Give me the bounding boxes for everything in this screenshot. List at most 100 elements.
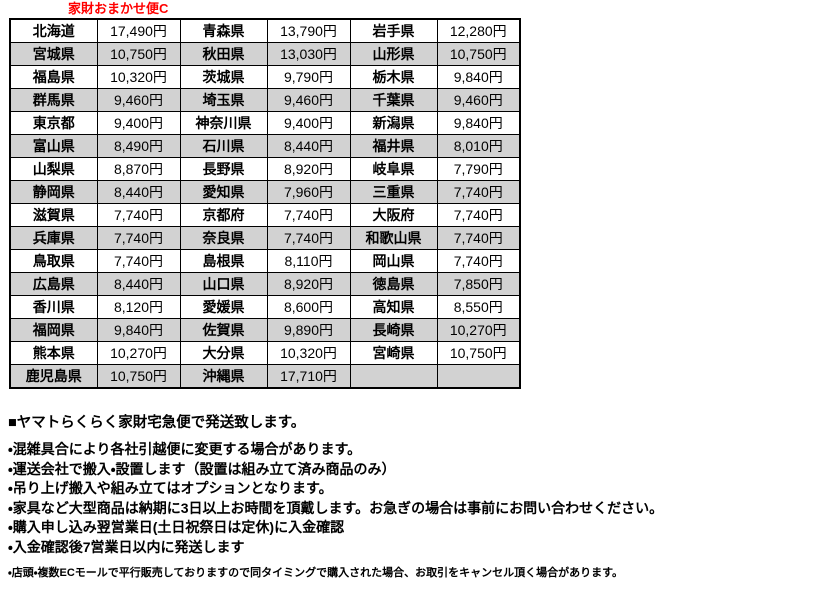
table-cell-prefecture: 東京都 bbox=[9, 111, 98, 135]
table-cell-price: 7,740円 bbox=[96, 203, 181, 227]
table-row: 熊本県 10,270円 大分県 10,320円 宮崎県 10,750円 bbox=[9, 341, 521, 365]
table-cell-prefecture: 大分県 bbox=[179, 341, 268, 365]
table-cell-empty bbox=[349, 364, 438, 389]
table-cell-prefecture: 島根県 bbox=[179, 249, 268, 273]
table-cell-price: 13,030円 bbox=[266, 42, 351, 66]
table-row: 北海道 17,490円 青森県 13,790円 岩手県 12,280円 bbox=[9, 18, 521, 43]
table-cell-price: 12,280円 bbox=[436, 18, 521, 43]
table-row: 広島県 8,440円 山口県 8,920円 徳島県 7,850円 bbox=[9, 272, 521, 296]
table-cell-prefecture: 山口県 bbox=[179, 272, 268, 296]
table-cell-prefecture: 愛知県 bbox=[179, 180, 268, 204]
table-cell-price: 7,740円 bbox=[436, 249, 521, 273]
table-cell-prefecture: 熊本県 bbox=[9, 341, 98, 365]
table-cell-price: 13,790円 bbox=[266, 18, 351, 43]
table-cell-price: 10,750円 bbox=[436, 341, 521, 365]
table-cell-prefecture: 佐賀県 bbox=[179, 318, 268, 342]
table-cell-prefecture: 大阪府 bbox=[349, 203, 438, 227]
table-cell-price: 7,740円 bbox=[96, 226, 181, 250]
table-cell-price: 17,710円 bbox=[266, 364, 351, 389]
table-cell-prefecture: 愛媛県 bbox=[179, 295, 268, 319]
table-cell-prefecture: 福岡県 bbox=[9, 318, 98, 342]
table-row: 宮城県 10,750円 秋田県 13,030円 山形県 10,750円 bbox=[9, 42, 521, 66]
table-cell-prefecture: 富山県 bbox=[9, 134, 98, 158]
table-cell-prefecture: 埼玉県 bbox=[179, 88, 268, 112]
rate-table-body: 北海道 17,490円 青森県 13,790円 岩手県 12,280円 宮城県 10,750円… bbox=[9, 18, 521, 389]
table-cell-prefecture: 高知県 bbox=[349, 295, 438, 319]
table-cell-prefecture: 群馬県 bbox=[9, 88, 98, 112]
table-row: 兵庫県 7,740円 奈良県 7,740円 和歌山県 7,740円 bbox=[9, 226, 521, 250]
table-cell-price: 8,600円 bbox=[266, 295, 351, 319]
table-cell-prefecture: 長野県 bbox=[179, 157, 268, 181]
table-cell-prefecture: 滋賀県 bbox=[9, 203, 98, 227]
table-cell-price: 7,740円 bbox=[266, 226, 351, 250]
table-cell-prefecture: 広島県 bbox=[9, 272, 98, 296]
table-cell-prefecture: 神奈川県 bbox=[179, 111, 268, 135]
notes-line: ・吊り上げ搬入や組み立てはオプションとなります。 bbox=[8, 480, 333, 496]
table-cell-prefecture: 宮城県 bbox=[9, 42, 98, 66]
table-cell-prefecture: 秋田県 bbox=[179, 42, 268, 66]
notes-line-list: ・混雑具合により各社引越便に変更する場合があります。・運送会社で搬入・設置します… bbox=[8, 440, 814, 557]
table-cell-prefecture: 岡山県 bbox=[349, 249, 438, 273]
table-cell-prefecture: 香川県 bbox=[9, 295, 98, 319]
table-cell-price: 10,320円 bbox=[96, 65, 181, 89]
table-cell-price: 9,840円 bbox=[436, 65, 521, 89]
table-row: 滋賀県 7,740円 京都府 7,740円 大阪府 7,740円 bbox=[9, 203, 521, 227]
table-cell-price: 8,440円 bbox=[96, 180, 181, 204]
table-row: 静岡県 8,440円 愛知県 7,960円 三重県 7,740円 bbox=[9, 180, 521, 204]
table-cell-price: 7,740円 bbox=[96, 249, 181, 273]
table-cell-prefecture: 福島県 bbox=[9, 65, 98, 89]
table-cell-price: 7,740円 bbox=[436, 226, 521, 250]
table-cell-price: 8,490円 bbox=[96, 134, 181, 158]
table-cell-price: 10,270円 bbox=[436, 318, 521, 342]
table-cell-price: 9,400円 bbox=[96, 111, 181, 135]
table-cell-prefecture: 千葉県 bbox=[349, 88, 438, 112]
table-cell-price: 10,320円 bbox=[266, 341, 351, 365]
table-cell-price: 8,440円 bbox=[266, 134, 351, 158]
table-cell-prefecture: 鹿児島県 bbox=[9, 364, 98, 389]
notes-fine-print: ・店頭・複数ECモールで平行販売しておりますので同タイミングで購入された場合、お… bbox=[8, 567, 623, 579]
table-row: 鳥取県 7,740円 島根県 8,110円 岡山県 7,740円 bbox=[9, 249, 521, 273]
table-cell-price: 10,270円 bbox=[96, 341, 181, 365]
table-cell-prefecture: 奈良県 bbox=[179, 226, 268, 250]
table-cell-price: 7,850円 bbox=[436, 272, 521, 296]
table-row: 群馬県 9,460円 埼玉県 9,460円 千葉県 9,460円 bbox=[9, 88, 521, 112]
table-cell-price: 8,920円 bbox=[266, 157, 351, 181]
table-row: 山梨県 8,870円 長野県 8,920円 岐阜県 7,790円 bbox=[9, 157, 521, 181]
shipping-notes: ■ヤマトらくらく家財宅急便で発送致します。 ・混雑具合により各社引越便に変更する… bbox=[8, 412, 814, 582]
table-cell-price: 9,790円 bbox=[266, 65, 351, 89]
table-cell-price: 8,120円 bbox=[96, 295, 181, 319]
table-cell-price: 9,460円 bbox=[266, 88, 351, 112]
table-cell-price: 9,460円 bbox=[96, 88, 181, 112]
table-cell-price: 8,550円 bbox=[436, 295, 521, 319]
table-cell-price: 10,750円 bbox=[96, 42, 181, 66]
table-cell-price: 7,740円 bbox=[436, 180, 521, 204]
table-cell-prefecture: 山梨県 bbox=[9, 157, 98, 181]
table-cell-prefecture: 山形県 bbox=[349, 42, 438, 66]
shipping-rate-table: 北海道 17,490円 青森県 13,790円 岩手県 12,280円 宮城県 10,750円… bbox=[9, 18, 521, 389]
table-cell-empty bbox=[436, 364, 521, 389]
table-cell-price: 7,740円 bbox=[436, 203, 521, 227]
notes-line: ・家具など大型商品は納期に3日以上お時間を頂戴します。お急ぎの場合は事前にお問い… bbox=[8, 499, 664, 516]
table-cell-prefecture: 京都府 bbox=[179, 203, 268, 227]
table-cell-prefecture: 沖縄県 bbox=[179, 364, 268, 389]
table-cell-prefecture: 徳島県 bbox=[349, 272, 438, 296]
table-row: 鹿児島県 10,750円 沖縄県 17,710円 bbox=[9, 364, 521, 389]
table-cell-prefecture: 新潟県 bbox=[349, 111, 438, 135]
notes-line: ・運送会社で搬入・設置します（設置は組み立て済み商品のみ） bbox=[8, 460, 396, 477]
notes-line: ・入金確認後7営業日以内に発送します bbox=[8, 538, 245, 555]
table-cell-prefecture: 鳥取県 bbox=[9, 249, 98, 273]
notes-line: ・混雑具合により各社引越便に変更する場合があります。 bbox=[8, 441, 362, 457]
table-cell-prefecture: 福井県 bbox=[349, 134, 438, 158]
table-cell-prefecture: 宮崎県 bbox=[349, 341, 438, 365]
table-cell-prefecture: 青森県 bbox=[179, 18, 268, 43]
table-cell-price: 17,490円 bbox=[96, 18, 181, 43]
table-cell-prefecture: 兵庫県 bbox=[9, 226, 98, 250]
table-row: 福岡県 9,840円 佐賀県 9,890円 長崎県 10,270円 bbox=[9, 318, 521, 342]
table-cell-price: 8,010円 bbox=[436, 134, 521, 158]
table-cell-prefecture: 石川県 bbox=[179, 134, 268, 158]
table-cell-price: 8,110円 bbox=[266, 249, 351, 273]
table-cell-price: 9,460円 bbox=[436, 88, 521, 112]
table-row: 福島県 10,320円 茨城県 9,790円 栃木県 9,840円 bbox=[9, 65, 521, 89]
notes-heading: ■ヤマトらくらく家財宅急便で発送致します。 bbox=[8, 415, 306, 431]
table-row: 東京都 9,400円 神奈川県 9,400円 新潟県 9,840円 bbox=[9, 111, 521, 135]
